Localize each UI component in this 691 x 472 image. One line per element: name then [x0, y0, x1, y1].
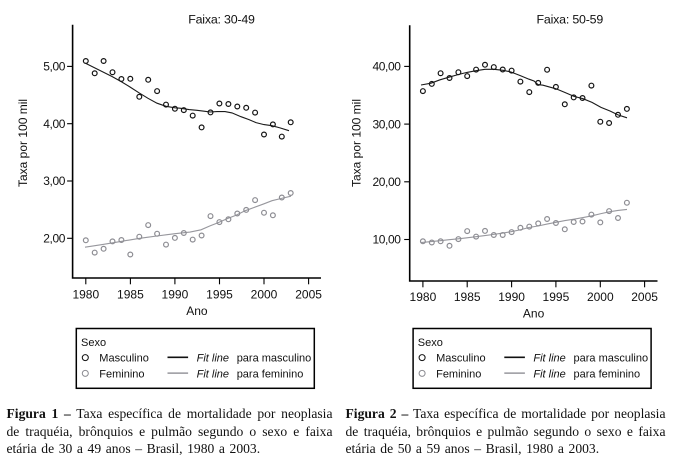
svg-text:Ano: Ano: [186, 304, 208, 318]
svg-text:10,00: 10,00: [372, 233, 401, 247]
svg-text:1990: 1990: [498, 290, 525, 304]
svg-text:Taxa por 100 mil: Taxa por 100 mil: [350, 99, 364, 187]
svg-text:Masculino: Masculino: [436, 353, 486, 365]
svg-text:2005: 2005: [631, 290, 658, 304]
svg-text:1985: 1985: [117, 288, 144, 302]
svg-text:para feminino: para feminino: [574, 368, 641, 380]
svg-text:Fit line: Fit line: [197, 353, 229, 365]
svg-text:1990: 1990: [162, 288, 189, 302]
svg-text:para masculino: para masculino: [237, 353, 312, 365]
svg-text:1995: 1995: [206, 288, 233, 302]
svg-text:Sexo: Sexo: [81, 337, 106, 349]
svg-text:Feminino: Feminino: [99, 368, 144, 380]
svg-text:Faixa: 30-49: Faixa: 30-49: [188, 13, 255, 27]
svg-text:Feminino: Feminino: [436, 368, 481, 380]
svg-text:Fit line: Fit line: [197, 368, 229, 380]
svg-text:1995: 1995: [543, 290, 570, 304]
svg-text:Sexo: Sexo: [418, 337, 443, 349]
svg-text:2005: 2005: [295, 288, 322, 302]
svg-text:2000: 2000: [587, 290, 614, 304]
svg-text:40,00: 40,00: [372, 60, 401, 74]
svg-text:Taxa por 100 mil: Taxa por 100 mil: [16, 99, 30, 187]
svg-text:2000: 2000: [251, 288, 278, 302]
svg-text:4,00: 4,00: [43, 117, 65, 131]
svg-text:1980: 1980: [72, 288, 99, 302]
svg-text:Fit line: Fit line: [533, 368, 565, 380]
svg-text:20,00: 20,00: [372, 175, 401, 189]
svg-text:Masculino: Masculino: [99, 353, 149, 365]
svg-text:Fit line: Fit line: [533, 353, 565, 365]
svg-text:2,00: 2,00: [43, 232, 65, 246]
svg-text:30,00: 30,00: [372, 117, 401, 131]
svg-text:para feminino: para feminino: [237, 368, 304, 380]
svg-text:Ano: Ano: [523, 307, 545, 321]
svg-text:5,00: 5,00: [43, 60, 65, 74]
svg-text:Faixa: 50-59: Faixa: 50-59: [537, 13, 604, 27]
svg-text:1980: 1980: [410, 290, 437, 304]
svg-text:para masculino: para masculino: [574, 353, 649, 365]
svg-text:3,00: 3,00: [43, 174, 65, 188]
svg-text:1985: 1985: [454, 290, 481, 304]
